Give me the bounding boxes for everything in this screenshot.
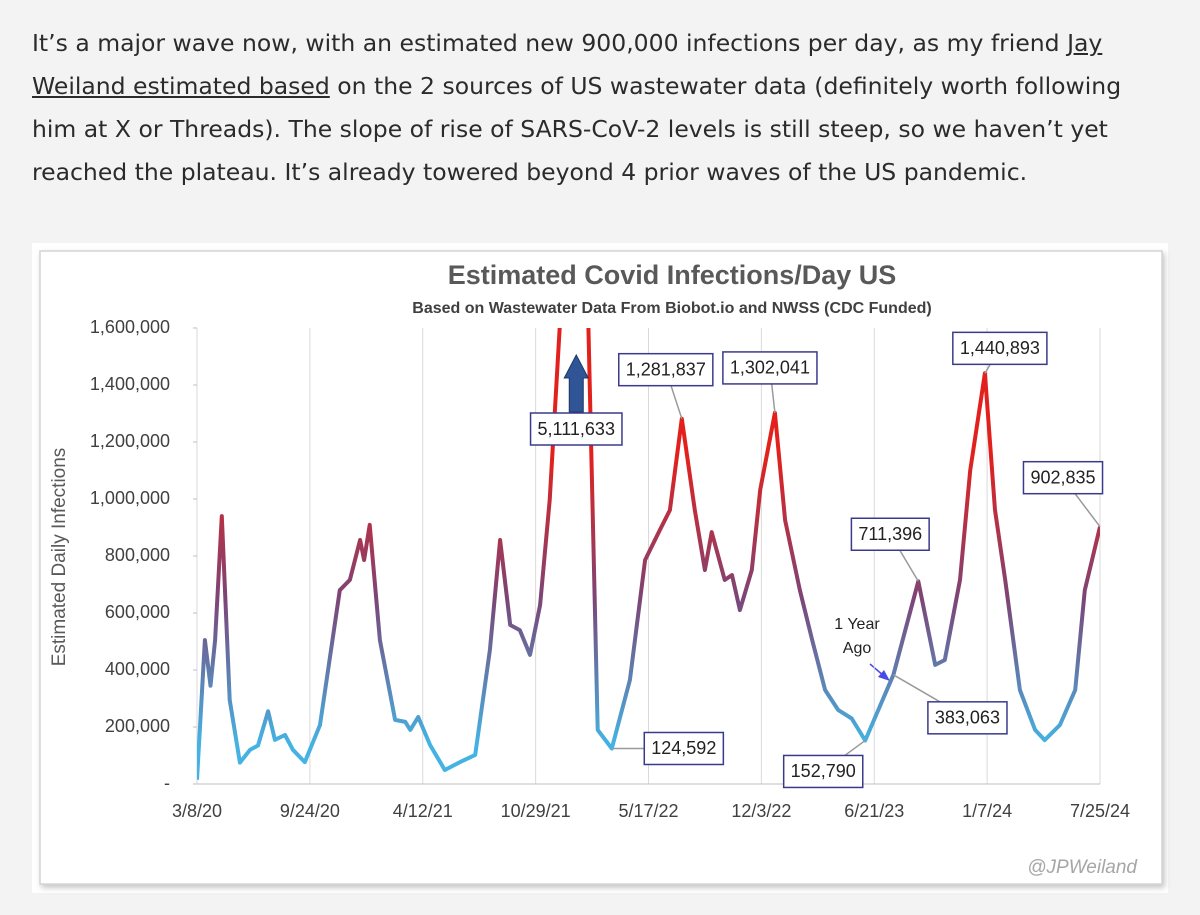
annotation-box bbox=[782, 754, 864, 789]
x-tick-label: 3/8/20 bbox=[172, 801, 222, 821]
y-tick-label: 400,000 bbox=[105, 659, 170, 679]
annotation-box bbox=[618, 352, 714, 387]
annotation-label: 1,281,837 bbox=[626, 359, 706, 379]
x-tick-label: 7/25/24 bbox=[1070, 801, 1130, 821]
x-tick-label: 5/17/22 bbox=[618, 801, 678, 821]
annotation-box bbox=[1022, 460, 1104, 495]
y-tick-label: 1,200,000 bbox=[90, 431, 170, 451]
x-tick-label: 12/3/22 bbox=[731, 801, 791, 821]
y-tick-label: 200,000 bbox=[105, 716, 170, 736]
y-tick-label: 1,000,000 bbox=[90, 488, 170, 508]
annotation-label: 383,063 bbox=[935, 708, 1000, 728]
x-tick-label: 10/29/21 bbox=[501, 801, 571, 821]
x-tick-label: 4/12/21 bbox=[393, 801, 453, 821]
note-text: 1 Year bbox=[834, 616, 880, 633]
x-tick-label: 9/24/20 bbox=[280, 801, 340, 821]
x-tick-label: 1/7/24 bbox=[962, 801, 1012, 821]
annotation-label: 1,302,041 bbox=[730, 358, 810, 378]
annotation-box bbox=[952, 331, 1048, 366]
annotation-box bbox=[529, 412, 623, 446]
annotation-label: 902,835 bbox=[1030, 467, 1095, 487]
y-tick-label: 800,000 bbox=[105, 545, 170, 565]
text: It’s a major wave now, with an estimated… bbox=[32, 29, 1068, 57]
annotation-label: 5,111,633 bbox=[538, 419, 615, 439]
article-paragraph: It’s a major wave now, with an estimated… bbox=[32, 22, 1172, 194]
x-tick-label: 6/21/23 bbox=[844, 801, 904, 821]
annotation-box bbox=[927, 701, 1008, 735]
watermark: @JPWeiland bbox=[1027, 857, 1138, 878]
annotation-label: 124,592 bbox=[651, 738, 716, 758]
note-arrowhead bbox=[878, 670, 890, 681]
y-tick-label: 1,600,000 bbox=[90, 317, 170, 337]
y-tick-label: - bbox=[164, 773, 170, 793]
note-text: Ago bbox=[843, 640, 872, 657]
annotation-box bbox=[722, 351, 818, 385]
annotation-box bbox=[850, 517, 930, 552]
y-tick-label: 1,400,000 bbox=[90, 374, 170, 394]
data-line bbox=[197, 328, 1100, 780]
link[interactable]: Jay Weiland estimated based bbox=[32, 29, 1103, 100]
chart-title: Estimated Covid Infections/Day US bbox=[448, 260, 897, 290]
y-tick-label: 600,000 bbox=[105, 602, 170, 622]
annotation-label: 152,790 bbox=[791, 761, 856, 781]
annotation-label: 1,440,893 bbox=[960, 338, 1040, 358]
text: on the 2 sources of US wastewater data (… bbox=[32, 72, 1122, 186]
y-axis-label: Estimated Daily Infections bbox=[49, 448, 70, 667]
up-arrow bbox=[563, 353, 590, 413]
annotation-box bbox=[643, 731, 725, 766]
chart-subtitle: Based on Wastewater Data From Biobot.io … bbox=[412, 300, 931, 317]
annotation-label: 711,396 bbox=[858, 524, 922, 544]
